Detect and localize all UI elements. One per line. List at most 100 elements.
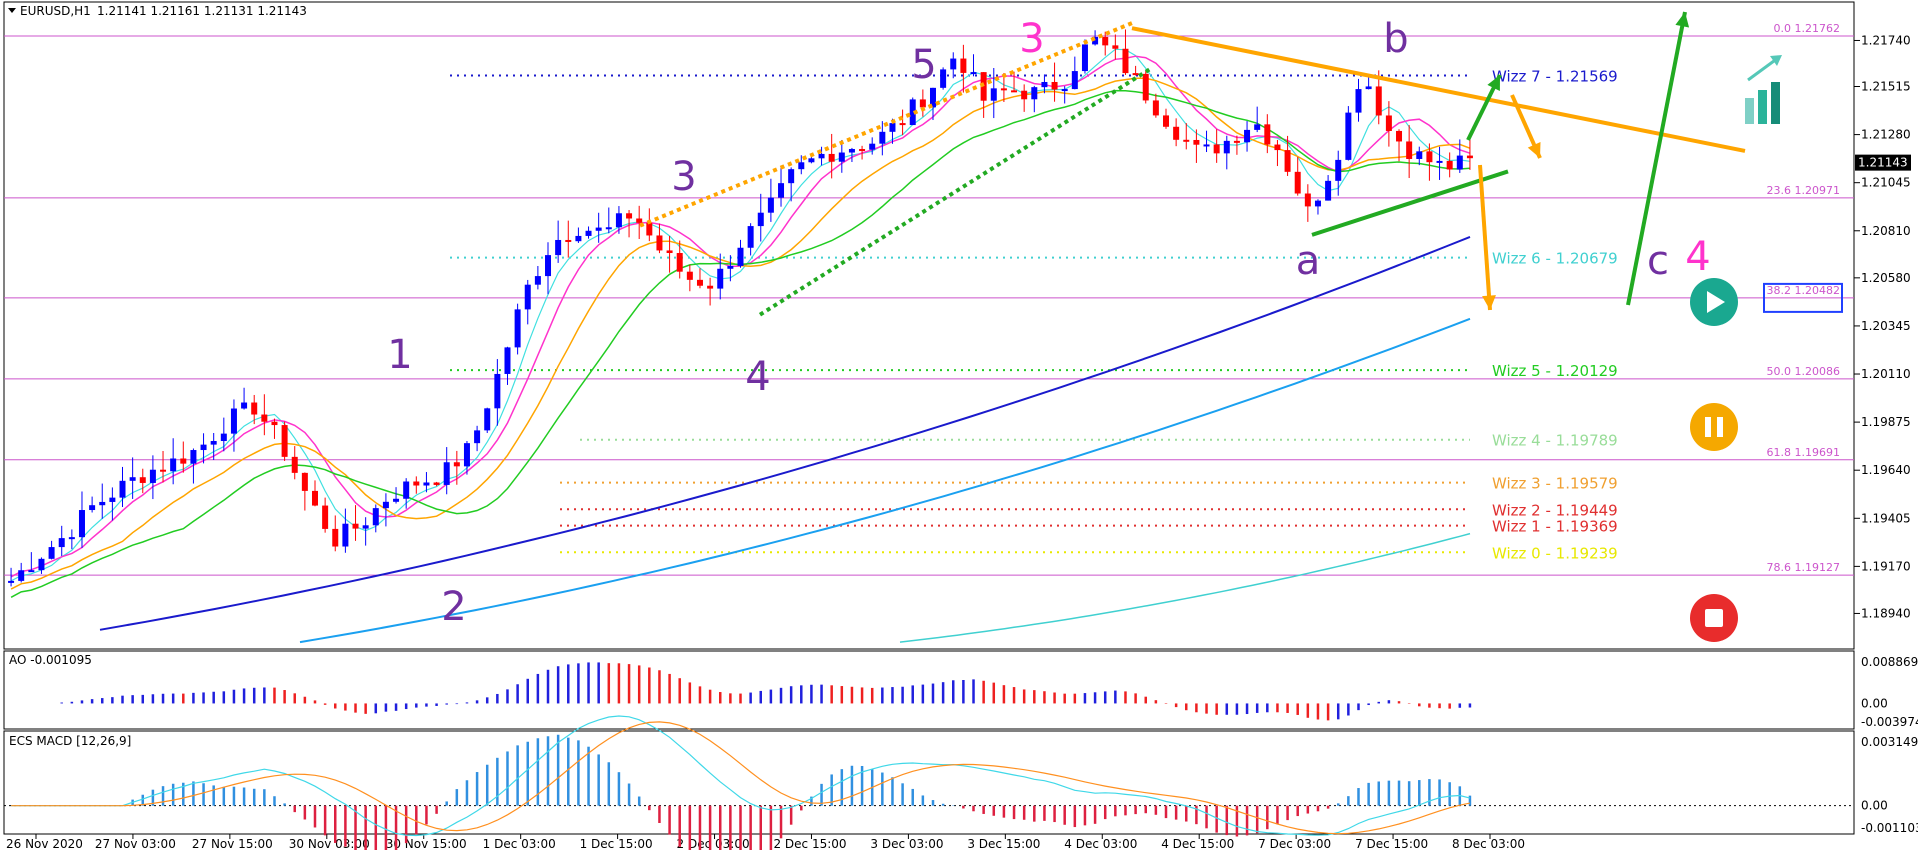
x-tick-label: 4 Dec 03:00: [1064, 837, 1137, 850]
play-button[interactable]: [1690, 278, 1738, 326]
candle-body: [848, 149, 855, 153]
y-tick-label: 1.20580: [1861, 271, 1911, 285]
y-tick-label: 1.19405: [1861, 511, 1911, 525]
macd-tick-label: 0.00: [1861, 799, 1888, 813]
ohlc-label: 1.21141 1.21161 1.21131 1.21143: [97, 4, 307, 18]
last-price-label: 1.21143: [1858, 156, 1908, 170]
candle-body: [1122, 48, 1129, 74]
x-tick-label: 27 Nov 03:00: [95, 837, 176, 850]
y-tick-label: 1.21740: [1861, 33, 1911, 47]
candle-body: [89, 505, 96, 511]
candle-body: [463, 443, 470, 467]
candle-body: [210, 441, 217, 445]
candle-body: [1254, 124, 1261, 130]
x-tick-label: 1 Dec 15:00: [580, 837, 653, 850]
wizz-label: Wizz 7 - 1.21569: [1492, 67, 1618, 85]
ao-tick-label: -0.003974: [1861, 715, 1918, 729]
candle-body: [869, 143, 876, 150]
candle-body: [119, 480, 126, 498]
x-tick-label: 8 Dec 03:00: [1452, 837, 1525, 850]
candle-body: [423, 482, 430, 486]
candle-body: [403, 481, 410, 499]
candle-body: [474, 430, 481, 444]
candle-body: [1345, 112, 1352, 160]
candle-body: [565, 239, 572, 242]
wizz-label: Wizz 4 - 1.19789: [1492, 432, 1618, 450]
stop-button[interactable]: [1690, 594, 1738, 642]
candle-body: [1061, 89, 1068, 92]
candle-body: [58, 538, 65, 548]
candle-body: [798, 162, 805, 170]
candle-body: [534, 276, 541, 285]
candle-body: [1294, 171, 1301, 194]
wave-label: 4: [1685, 234, 1710, 280]
candle-body: [251, 402, 258, 415]
candle-body: [1244, 129, 1251, 143]
candle-body: [1274, 144, 1281, 151]
ao-tick-label: 0.008869: [1861, 655, 1918, 669]
green-long-up-arrow: [1626, 11, 1687, 306]
candle-body: [1092, 36, 1099, 45]
candles: [8, 29, 1473, 587]
green-support-line: [1311, 169, 1509, 237]
candle-body: [261, 414, 268, 422]
candle-body: [1385, 115, 1392, 131]
macd-panel[interactable]: [3, 730, 1855, 835]
candle-body: [1446, 160, 1453, 170]
candle-body: [808, 158, 815, 163]
orange-long-down-arrow: [1478, 164, 1492, 311]
candle-body: [626, 213, 633, 219]
x-tick-label: 4 Dec 15:00: [1161, 837, 1234, 850]
candle-body: [48, 547, 55, 559]
ao-histogram: 0.008869 0.00 -0.003974: [60, 655, 1918, 729]
candle-body: [919, 99, 926, 108]
candle-body: [545, 255, 552, 277]
x-tick-label: 2 Dec 03:00: [677, 837, 750, 850]
y-tick-label: 1.20110: [1861, 367, 1911, 381]
candle-body: [1284, 150, 1291, 172]
logo-bars-icon: [1745, 55, 1782, 124]
fib-label: 23.6 1.20971: [1767, 184, 1840, 197]
candle-body: [1142, 73, 1149, 101]
candle-body: [342, 523, 349, 547]
candle-body: [1183, 139, 1190, 142]
wave-label: 1: [387, 332, 412, 378]
x-tick-label: 1 Dec 03:00: [483, 837, 556, 850]
orange-resistance-line: [1131, 26, 1746, 153]
ao-label: AO -0.001095: [9, 653, 92, 667]
candle-body: [686, 271, 693, 280]
pause-button[interactable]: [1690, 403, 1738, 451]
candle-body: [443, 462, 450, 485]
candle-body: [301, 472, 308, 491]
candle-body: [1041, 81, 1048, 88]
candle-body: [818, 153, 825, 159]
x-tick-label: 3 Dec 03:00: [870, 837, 943, 850]
candle-body: [8, 580, 15, 583]
candle-body: [1173, 126, 1180, 140]
wizz-label: Wizz 0 - 1.19239: [1492, 544, 1618, 562]
dropdown-icon[interactable]: [8, 8, 16, 13]
candle-body: [737, 247, 744, 266]
x-tick-label: 3 Dec 15:00: [967, 837, 1040, 850]
candle-body: [1071, 71, 1078, 90]
candle-body: [1152, 100, 1159, 116]
candle-body: [757, 212, 764, 227]
candle-body: [980, 72, 987, 101]
candle-body: [109, 497, 116, 502]
ao-panel[interactable]: [3, 650, 1855, 730]
wave-label: b: [1383, 16, 1408, 62]
macd-histogram: 0.0031494 0.00 -0.0011034: [4, 715, 1918, 854]
candle-body: [68, 537, 75, 540]
pause-icon: [1705, 417, 1711, 437]
green-up-arrow-head: [1487, 75, 1500, 91]
candle-body: [615, 213, 622, 228]
y-tick-label: 1.19170: [1861, 559, 1911, 573]
ma-dark-blue: [99, 235, 1471, 631]
symbol-label: EURUSD,H1: [20, 4, 91, 18]
candle-body: [382, 501, 389, 509]
orange-long-down-arrow-head: [1482, 295, 1496, 310]
candle-body: [1203, 144, 1210, 147]
candle-body: [1011, 90, 1018, 93]
